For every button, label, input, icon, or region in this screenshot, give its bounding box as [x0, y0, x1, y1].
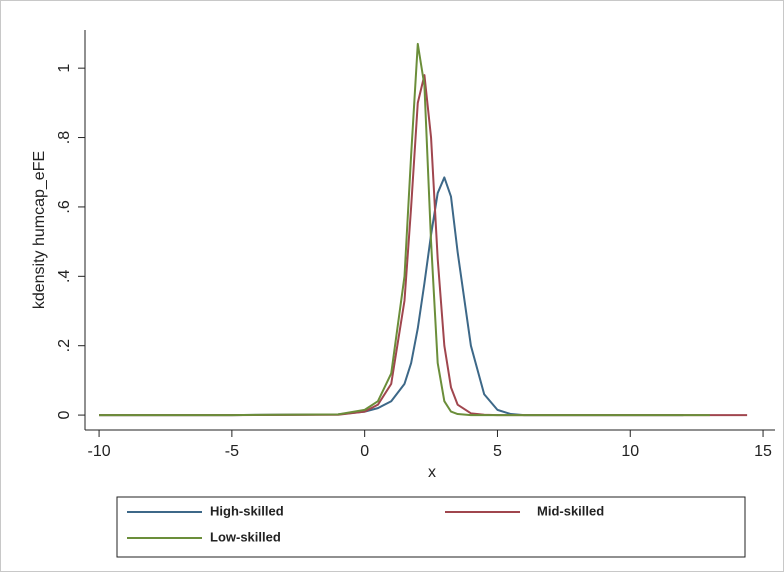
y-axis-title: kdensity humcap_eFE [31, 151, 48, 309]
x-tick-label: -5 [225, 443, 239, 460]
legend-box [116, 496, 746, 558]
y-tick-label: .4 [56, 270, 73, 283]
x-tick-label: 10 [621, 443, 639, 460]
x-tick-label: 0 [360, 443, 369, 460]
y-tick-label: .2 [56, 339, 73, 352]
series-line [99, 42, 710, 417]
x-tick-label: 15 [754, 443, 772, 460]
y-tick-label: .6 [56, 200, 73, 213]
legend-label: High-skilled [210, 503, 284, 518]
y-tick-label: .8 [56, 131, 73, 144]
x-tick-label: 5 [493, 443, 502, 460]
legend-label: Low-skilled [210, 529, 281, 544]
y-tick-label: 0 [56, 411, 73, 420]
x-axis-title: x [428, 464, 436, 481]
x-tick-label: -10 [88, 443, 111, 460]
y-tick-label: 1 [56, 64, 73, 73]
legend-label: Mid-skilled [537, 503, 604, 518]
